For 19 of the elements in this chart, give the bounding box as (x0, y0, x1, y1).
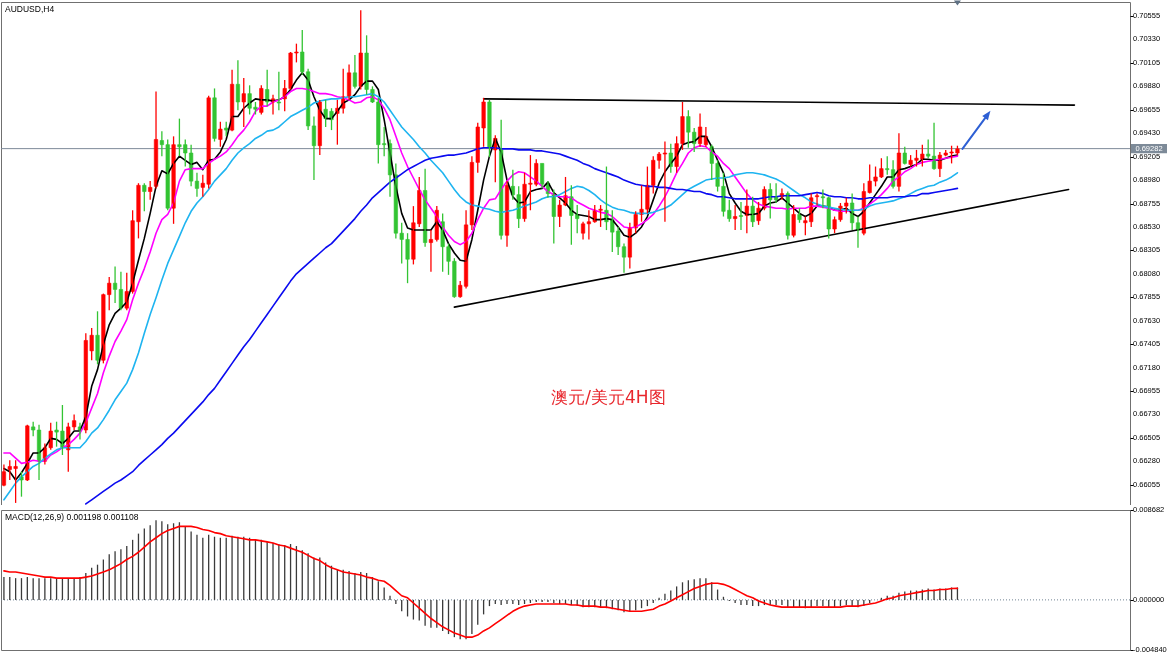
candlestick (598, 204, 603, 228)
candlestick (276, 71, 281, 111)
chart-title: AUDUSD,H4 (5, 4, 55, 14)
candlestick (791, 204, 796, 239)
candlestick (744, 188, 749, 234)
candlestick (218, 121, 223, 148)
candlestick (212, 87, 217, 143)
candlestick (142, 182, 147, 212)
line-series (3, 525, 959, 638)
candlestick (241, 77, 246, 128)
candlestick (148, 180, 153, 201)
candlestick (750, 196, 755, 228)
chart-title: MACD(12,26,9) 0.001198 0.001108 (5, 512, 139, 522)
candlestick (487, 99, 492, 158)
candlestick (265, 69, 270, 107)
candlestick (95, 310, 100, 366)
candlestick (358, 9, 363, 91)
annotation: 澳元/美元4H图 (551, 387, 666, 408)
candlestick (19, 471, 24, 498)
